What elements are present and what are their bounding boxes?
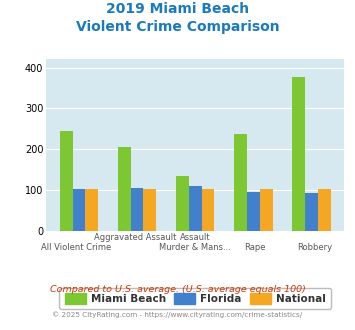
Bar xyxy=(60,131,72,231)
Text: Assault: Assault xyxy=(180,233,211,242)
Text: All Violent Crime: All Violent Crime xyxy=(41,243,111,251)
Text: 2019 Miami Beach: 2019 Miami Beach xyxy=(106,2,249,16)
Bar xyxy=(85,189,98,231)
Bar xyxy=(305,193,318,231)
Bar xyxy=(176,176,189,231)
Bar xyxy=(318,189,331,231)
Bar xyxy=(143,189,156,231)
Bar xyxy=(202,189,214,231)
Bar xyxy=(234,134,247,231)
Bar xyxy=(118,147,131,231)
Text: Compared to U.S. average. (U.S. average equals 100): Compared to U.S. average. (U.S. average … xyxy=(50,285,305,294)
Text: Violent Crime Comparison: Violent Crime Comparison xyxy=(76,20,279,34)
Text: Rape: Rape xyxy=(244,243,266,251)
Bar xyxy=(247,192,260,231)
Text: Murder & Mans...: Murder & Mans... xyxy=(159,243,231,251)
Bar xyxy=(72,189,85,231)
Text: Aggravated Assault: Aggravated Assault xyxy=(94,233,177,242)
Bar xyxy=(189,186,202,231)
Text: Robbery: Robbery xyxy=(297,243,332,251)
Bar xyxy=(293,77,305,231)
Bar xyxy=(131,188,143,231)
Legend: Miami Beach, Florida, National: Miami Beach, Florida, National xyxy=(59,288,331,309)
Text: © 2025 CityRating.com - https://www.cityrating.com/crime-statistics/: © 2025 CityRating.com - https://www.city… xyxy=(53,311,302,317)
Bar xyxy=(260,188,273,231)
